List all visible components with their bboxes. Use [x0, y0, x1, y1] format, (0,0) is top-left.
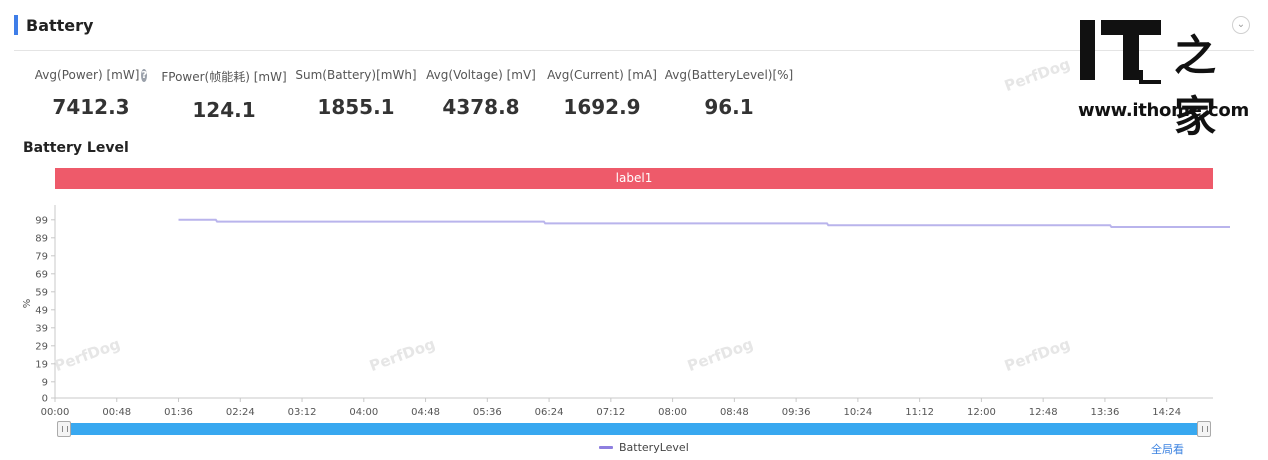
x-tick-label: 13:36	[1091, 407, 1120, 417]
logo-it-mark	[1080, 20, 1161, 84]
metric-value: 1692.9	[563, 95, 641, 119]
logo-url: www.ithome.com	[1078, 100, 1249, 121]
x-tick-label: 10:24	[843, 407, 872, 417]
x-tick-label: 11:12	[905, 407, 934, 417]
metric-sum-battery: Sum(Battery)[mWh] 1855.1	[295, 68, 417, 119]
logo-home-text: 之家	[1174, 31, 1216, 141]
series-line-BatteryLevel	[178, 218, 1230, 228]
metric-label: Avg(Voltage) [mV]	[426, 68, 536, 82]
metric-avg-voltage: Avg(Voltage) [mV] 4378.8	[426, 68, 536, 119]
y-tick-label: 69	[35, 269, 48, 280]
time-range-slider[interactable]	[58, 423, 1210, 435]
y-tick-label: 59	[35, 287, 48, 298]
x-tick-label: 04:48	[411, 407, 440, 417]
question-circle-icon[interactable]: ?	[141, 68, 148, 82]
x-tick-label: 12:00	[967, 407, 996, 417]
x-tick-label: 02:24	[226, 407, 255, 417]
legend-label: BatteryLevel	[619, 441, 689, 454]
x-tick-label: 06:24	[535, 407, 564, 417]
metric-value: 1855.1	[317, 95, 395, 119]
y-tick-label: 29	[35, 341, 48, 352]
header-divider	[14, 50, 1254, 51]
x-tick-label: 14:24	[1152, 407, 1181, 417]
metric-fpower: FPower(帧能耗) [mW] 124.1	[161, 68, 287, 122]
slider-handle-start[interactable]	[57, 421, 71, 437]
x-tick-label: 04:00	[349, 407, 378, 417]
label-band[interactable]: label1	[55, 168, 1213, 189]
chart-title: Battery Level	[23, 140, 129, 156]
x-tick-label: 00:00	[41, 407, 70, 417]
x-tick-label: 03:12	[288, 407, 317, 417]
fullscreen-link[interactable]: 全局看	[1151, 443, 1184, 456]
x-tick-label: 00:48	[102, 407, 131, 417]
y-tick-label: 0	[42, 394, 48, 405]
metric-label: Avg(BatteryLevel)[%]	[664, 68, 794, 82]
x-tick-label: 08:48	[720, 407, 749, 417]
metric-label: Sum(Battery)[mWh]	[295, 68, 417, 82]
x-tick-label: 08:00	[658, 407, 687, 417]
metric-label: Avg(Current) [mA]	[547, 68, 657, 82]
metric-value: 124.1	[192, 98, 256, 122]
watermark: PerfDog	[1001, 54, 1073, 96]
section-title: Battery	[26, 15, 94, 35]
y-tick-label: 9	[42, 377, 48, 388]
y-tick-label: 99	[35, 215, 48, 226]
y-tick-label: 79	[35, 251, 48, 262]
y-tick-label: 49	[35, 305, 48, 316]
metric-value: 7412.3	[52, 95, 130, 119]
ithome-logo: 之家 www.ithome.com	[1078, 20, 1250, 141]
metric-value: 96.1	[704, 95, 754, 119]
section-accent-bar	[14, 15, 18, 35]
metric-value: 4378.8	[442, 95, 520, 119]
metric-avg-battery-level: Avg(BatteryLevel)[%] 96.1	[664, 68, 794, 119]
y-tick-label: 39	[35, 323, 48, 334]
y-tick-label: 19	[35, 359, 48, 370]
y-tick-label: 89	[35, 233, 48, 244]
metric-label: Avg(Power) [mW]	[34, 68, 140, 82]
slider-handle-end[interactable]	[1197, 421, 1211, 437]
battery-level-chart: 0 9 19 29 39 49 59 69 79 89 99% 00:00 00:48 01:36 02:2…	[22, 205, 1230, 417]
y-axis-label: %	[22, 299, 33, 309]
chevron-down-icon[interactable]: ⌄	[1232, 16, 1250, 34]
section-header: Battery	[14, 12, 93, 38]
x-tick-label: 12:48	[1029, 407, 1058, 417]
x-tick-label: 09:36	[782, 407, 811, 417]
metric-avg-current: Avg(Current) [mA] 1692.9	[547, 68, 657, 119]
x-tick-label: 07:12	[596, 407, 625, 417]
metric-avg-power: Avg(Power) [mW] ? 7412.3	[34, 68, 148, 119]
legend-swatch	[599, 446, 613, 449]
x-tick-label: 01:36	[164, 407, 193, 417]
chart-legend[interactable]: BatteryLevel	[599, 441, 689, 454]
x-tick-label: 05:36	[473, 407, 502, 417]
metric-label: FPower(帧能耗) [mW]	[161, 70, 287, 84]
